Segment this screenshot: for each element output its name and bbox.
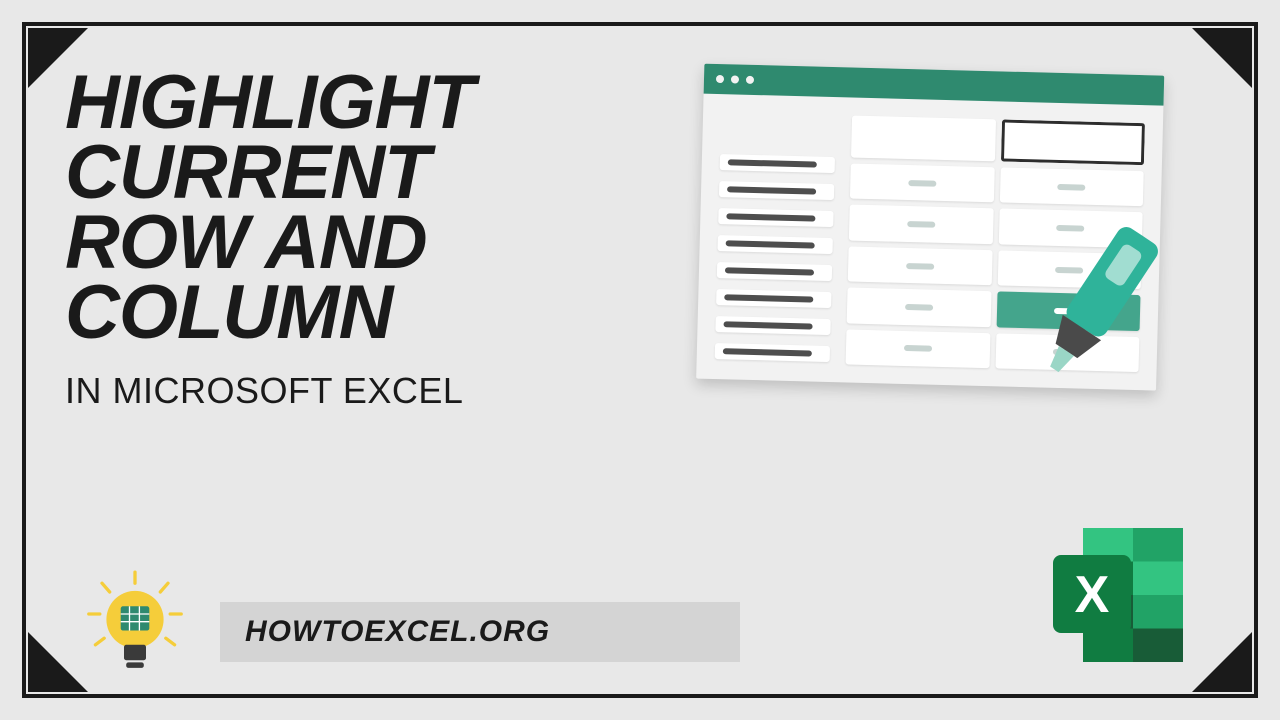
list-item	[715, 343, 830, 362]
excel-x-letter: X	[1075, 566, 1110, 624]
cell	[999, 167, 1143, 206]
cell	[850, 164, 994, 203]
title-line-4: COLUMN	[65, 278, 474, 348]
table-row	[850, 164, 1144, 207]
microsoft-excel-icon: X	[1045, 520, 1195, 670]
site-url-label: HOWTOEXCEL.ORG	[245, 615, 550, 649]
table-header	[851, 116, 1145, 166]
list-item	[718, 208, 833, 227]
column-header	[851, 116, 996, 162]
corner-triangle-tr	[1192, 28, 1252, 88]
cell	[847, 288, 991, 327]
title-line-2: CURRENT	[65, 138, 474, 208]
spreadsheet-illustration	[696, 64, 1194, 407]
window-dot-icon	[716, 75, 724, 83]
list-item	[720, 154, 835, 173]
corner-triangle-br	[1192, 632, 1252, 692]
page-subtitle: IN MICROSOFT EXCEL	[65, 370, 463, 412]
row-list	[715, 154, 835, 364]
title-line-1: HIGHLIGHT	[65, 68, 474, 138]
window-dot-icon	[746, 76, 754, 84]
list-item	[715, 316, 830, 335]
window-dot-icon	[731, 75, 739, 83]
cell	[849, 205, 993, 244]
list-item	[716, 289, 831, 308]
page-title: HIGHLIGHT CURRENT ROW AND COLUMN	[65, 68, 474, 348]
corner-triangle-bl	[28, 632, 88, 692]
column-header-active	[1000, 119, 1145, 165]
cell	[846, 329, 990, 368]
list-item	[719, 181, 834, 200]
title-line-3: ROW AND	[65, 208, 474, 278]
lightbulb-logo-icon	[80, 570, 190, 680]
site-url-bar: HOWTOEXCEL.ORG	[220, 602, 740, 662]
list-item	[717, 262, 832, 281]
list-item	[718, 235, 833, 254]
